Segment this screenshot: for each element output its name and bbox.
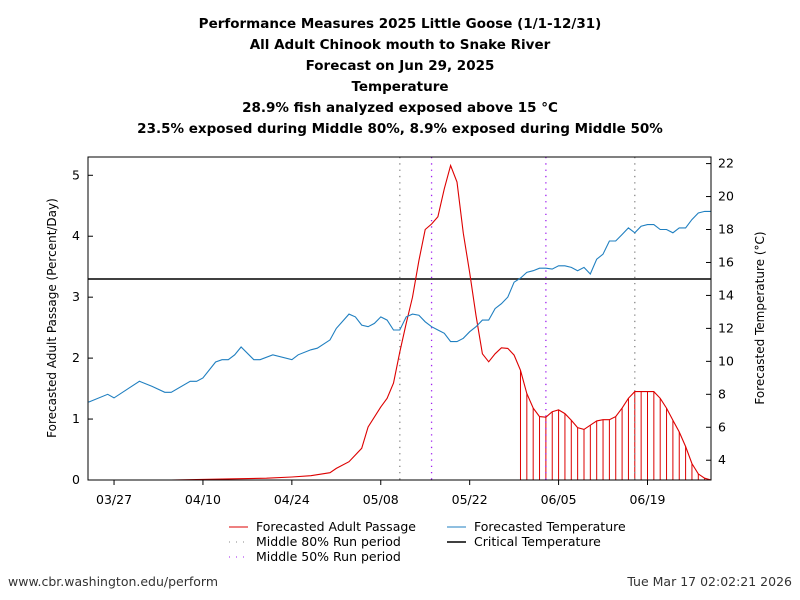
temperature-line [88, 210, 711, 403]
title-line-6: 23.5% exposed during Middle 80%, 8.9% ex… [137, 121, 663, 137]
legend-label-passage: Forecasted Adult Passage [256, 519, 416, 534]
y-left-tick-label: 3 [72, 289, 80, 304]
legend-label-critical: Critical Temperature [474, 534, 601, 549]
y-right-tick-label: 6 [718, 419, 726, 434]
footer-timestamp: Tue Mar 17 02:02:21 2026 [626, 574, 792, 589]
y-axis-right-label: Forecasted Temperature (°C) [753, 231, 767, 404]
y-right-tick-label: 8 [718, 386, 726, 401]
plot-area [88, 157, 712, 481]
y-right-tick-label: 18 [718, 222, 734, 237]
y-right-tick-label: 4 [718, 452, 726, 467]
x-tick-label: 06/05 [541, 492, 577, 507]
x-tick-label: 04/24 [274, 492, 310, 507]
y-right-tick-label: 12 [718, 320, 734, 335]
x-tick-label: 05/22 [452, 492, 488, 507]
legend-label-middle-80: Middle 80% Run period [256, 534, 401, 549]
y-left-tick-label: 5 [72, 167, 80, 182]
title-line-4: Temperature [351, 79, 448, 95]
title-line-5: 28.9% fish analyzed exposed above 15 °C [242, 100, 558, 116]
y-right-tick-label: 20 [718, 189, 734, 204]
x-tick-label: 04/10 [185, 492, 221, 507]
y-right-tick-label: 16 [718, 254, 734, 269]
x-tick-label: 06/19 [629, 492, 665, 507]
y-left-tick-label: 2 [72, 350, 80, 365]
legend: Forecasted Adult Passage Forecasted Temp… [229, 519, 626, 564]
y-right-tick-label: 10 [718, 353, 734, 368]
legend-label-middle-50: Middle 50% Run period [256, 549, 401, 564]
title-line-3: Forecast on Jun 29, 2025 [306, 58, 495, 74]
title-line-2: All Adult Chinook mouth to Snake River [250, 37, 551, 53]
y-right-tick-label: 14 [718, 287, 734, 302]
passage-line [88, 163, 712, 481]
title-line-1: Performance Measures 2025 Little Goose (… [199, 16, 602, 32]
legend-label-temperature: Forecasted Temperature [474, 519, 626, 534]
plot-frame [87, 156, 712, 481]
x-tick-label: 03/27 [96, 492, 132, 507]
y-left-tick-label: 4 [72, 228, 80, 243]
y-axis-left-label: Forecasted Adult Passage (Percent/Day) [45, 198, 59, 438]
y-left-tick-label: 0 [72, 472, 80, 487]
y-right-tick-label: 22 [718, 156, 734, 171]
y-left-tick-label: 1 [72, 411, 80, 426]
footer-url[interactable]: www.cbr.washington.edu/perform [8, 574, 218, 589]
x-tick-label: 05/08 [363, 492, 399, 507]
chart-title: Performance Measures 2025 Little Goose (… [137, 16, 663, 137]
